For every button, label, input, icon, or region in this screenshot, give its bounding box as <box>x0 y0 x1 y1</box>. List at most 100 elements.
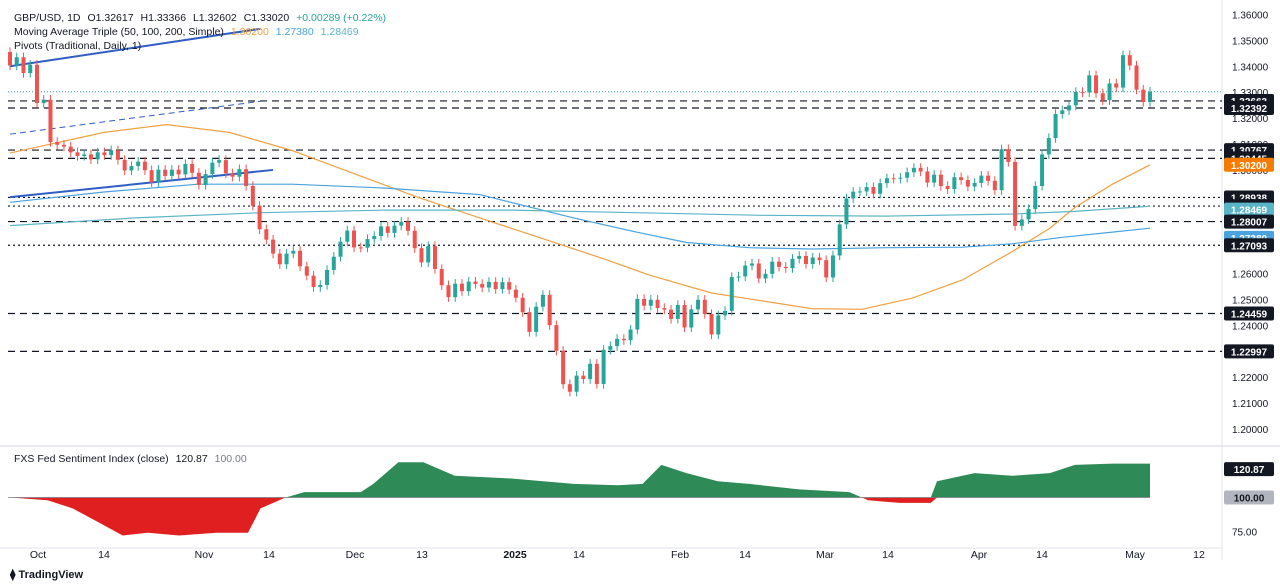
close-value: C1.33020 <box>243 12 290 24</box>
pivots-legend: Pivots (Traditional, Daily, 1) <box>14 40 145 52</box>
candle-body <box>756 263 761 279</box>
candle-body <box>264 229 269 240</box>
candle <box>257 201 262 234</box>
candle <box>1006 144 1011 167</box>
pivots-label: Pivots (Traditional, Daily, 1) <box>14 40 142 52</box>
price-label-bg <box>1224 157 1274 172</box>
ma100-value: 1.27380 <box>275 26 314 38</box>
candle-body <box>979 175 984 183</box>
candle-body <box>540 294 545 307</box>
candle-body <box>561 350 566 385</box>
candle-body <box>311 275 316 288</box>
candle <box>41 95 46 108</box>
candle-body <box>102 152 107 156</box>
candle-body <box>257 205 262 230</box>
candle <box>675 300 680 324</box>
candle-body <box>271 239 276 254</box>
candle-body <box>156 169 161 183</box>
candle <box>628 324 633 345</box>
candle <box>230 168 235 182</box>
candle <box>905 167 910 183</box>
candle-body <box>378 226 384 237</box>
ma50-value: 1.30200 <box>230 26 269 38</box>
candle <box>817 252 822 265</box>
candle-body <box>574 375 579 392</box>
price-tick-label: 1.21000 <box>1232 399 1269 410</box>
candle <box>1080 87 1085 98</box>
candle-body <box>338 241 343 257</box>
time-tick-label: 14 <box>98 549 110 561</box>
candle-body <box>426 246 431 263</box>
candle <box>527 307 532 337</box>
candle <box>621 334 626 345</box>
candle <box>662 303 667 315</box>
candle <box>14 52 19 71</box>
candle-body <box>237 169 242 177</box>
candle <box>432 241 437 274</box>
time-tick-label: 14 <box>1036 549 1048 561</box>
candle <box>567 379 572 397</box>
time-tick-label: Nov <box>195 549 214 561</box>
ma50-line <box>9 123 1151 310</box>
candle-body <box>972 182 977 187</box>
candle <box>136 156 141 171</box>
candle <box>844 193 849 230</box>
time-tick-label: Feb <box>671 549 689 561</box>
candle <box>1100 88 1105 105</box>
candle-body <box>459 283 464 292</box>
candle-body <box>567 384 572 392</box>
candle <box>655 295 660 313</box>
time-tick-label: 14 <box>739 549 751 561</box>
candle-body <box>88 154 93 160</box>
candle <box>979 170 984 188</box>
candle-body <box>136 161 141 167</box>
candle <box>426 241 431 268</box>
ohlc-legend: GBP/USD, 1D O1.32617 H1.33366 L1.32602 C… <box>14 12 390 24</box>
candle-body <box>655 299 660 309</box>
candle-body <box>945 186 950 190</box>
candle <box>48 95 53 147</box>
candle <box>972 178 977 192</box>
candle <box>419 243 424 268</box>
candle-body <box>709 314 714 335</box>
ma-legend: Moving Average Triple (50, 100, 200, Sim… <box>14 26 363 38</box>
candle-body <box>669 309 674 319</box>
candle <box>486 277 491 293</box>
candle-body <box>372 236 377 240</box>
candle-body <box>277 253 282 265</box>
candle-body <box>432 246 437 269</box>
candle-body <box>1006 149 1011 162</box>
candle-body <box>1013 161 1018 226</box>
candle <box>986 170 991 186</box>
sentiment-base: 100.00 <box>214 453 247 465</box>
candle <box>129 161 134 176</box>
candle <box>183 159 188 180</box>
candle <box>932 169 937 188</box>
candle <box>7 47 13 71</box>
candle-body <box>830 255 835 278</box>
candle-body <box>952 177 957 190</box>
candle <box>520 293 525 317</box>
candle <box>311 270 316 292</box>
trendline <box>9 27 261 68</box>
sentiment-value: 120.87 <box>175 453 208 465</box>
candle <box>952 172 957 194</box>
candle-body <box>844 198 849 225</box>
candle-body <box>163 169 168 176</box>
candle <box>898 173 903 184</box>
candle-body <box>662 308 667 310</box>
candle <box>878 178 883 199</box>
candle <box>709 309 714 340</box>
candle <box>109 145 114 160</box>
candle <box>702 295 707 319</box>
candle-body <box>190 163 195 173</box>
sentiment-value-label: 120.87 <box>1234 465 1265 476</box>
candle <box>547 290 552 330</box>
candle-body <box>783 266 788 269</box>
candle-body <box>1100 93 1105 101</box>
candle <box>34 60 39 108</box>
candle <box>891 173 896 184</box>
candle-body <box>291 250 296 254</box>
candle <box>75 147 80 161</box>
